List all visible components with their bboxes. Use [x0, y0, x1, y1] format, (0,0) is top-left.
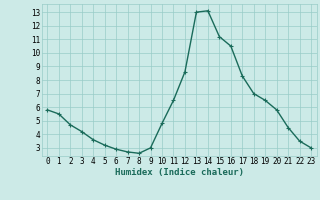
X-axis label: Humidex (Indice chaleur): Humidex (Indice chaleur): [115, 168, 244, 177]
